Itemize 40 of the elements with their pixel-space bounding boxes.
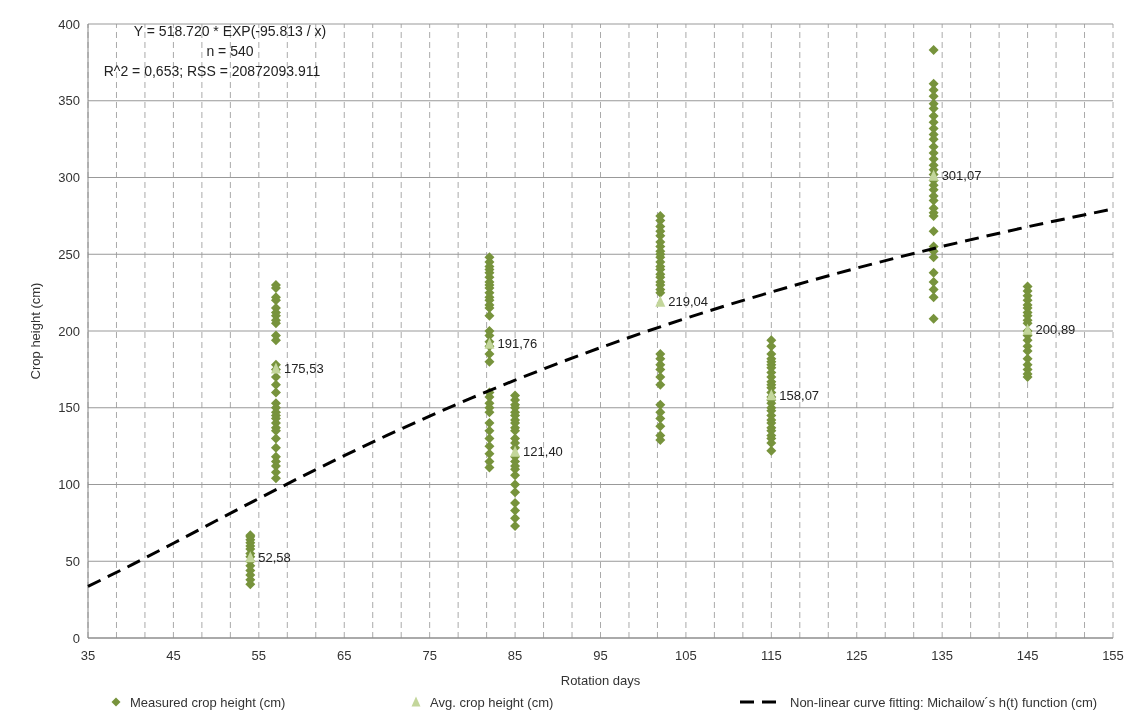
x-tick-label: 115 — [760, 648, 782, 663]
x-tick-label: 85 — [507, 648, 523, 663]
data-label: 200,89 — [1035, 322, 1076, 338]
data-label: 219,04 — [668, 294, 709, 310]
data-label: 52,58 — [258, 549, 291, 565]
x-tick-label: 125 — [845, 648, 868, 663]
x-tick-label: 135 — [931, 648, 954, 663]
y-tick-label: 150 — [58, 400, 80, 416]
annotation: R^2 = 0,653; RSS = 20872093.911 — [103, 63, 321, 79]
x-tick-label: 155 — [1102, 648, 1124, 663]
legend-label: Non-linear curve fitting: Michailow´s h(t) function (cm) — [790, 694, 1098, 710]
y-tick-label: 100 — [58, 477, 80, 493]
x-tick-label: 35 — [80, 648, 96, 663]
x-tick-label: 145 — [1016, 648, 1039, 663]
point — [510, 445, 521, 457]
y-tick-label: 350 — [58, 93, 80, 109]
x-tick-label: 55 — [251, 648, 267, 663]
y-tick-label: 250 — [58, 246, 80, 262]
x-tick-label: 105 — [675, 648, 697, 663]
x-axis-title: Rotation days — [560, 673, 641, 688]
data-label: 121,40 — [523, 444, 563, 460]
y-tick-label: 50 — [65, 553, 80, 569]
annotation: n = 540 — [206, 43, 254, 59]
annotation: Y = 518.720 * EXP(-95.813 / x) — [133, 23, 327, 39]
data-label: 191,76 — [497, 336, 538, 352]
x-tick-label: 45 — [166, 648, 181, 663]
y-tick-label: 0 — [72, 630, 80, 646]
legend-label: Avg. crop height (cm) — [430, 694, 554, 710]
y-tick-label: 200 — [58, 323, 80, 339]
legend-label: Measured crop height (cm) — [130, 694, 286, 710]
y-axis-title: Crop height (cm) — [28, 282, 43, 380]
x-tick-label: 75 — [422, 648, 437, 663]
data-label: 158,07 — [779, 387, 820, 403]
data-label: 301,07 — [941, 168, 982, 184]
y-tick-label: 300 — [58, 170, 80, 186]
y-tick-label: 400 — [58, 16, 80, 32]
x-tick-label: 95 — [593, 648, 608, 663]
point — [655, 295, 666, 307]
x-tick-label: 65 — [337, 648, 352, 663]
data-label: 175,53 — [283, 361, 324, 377]
